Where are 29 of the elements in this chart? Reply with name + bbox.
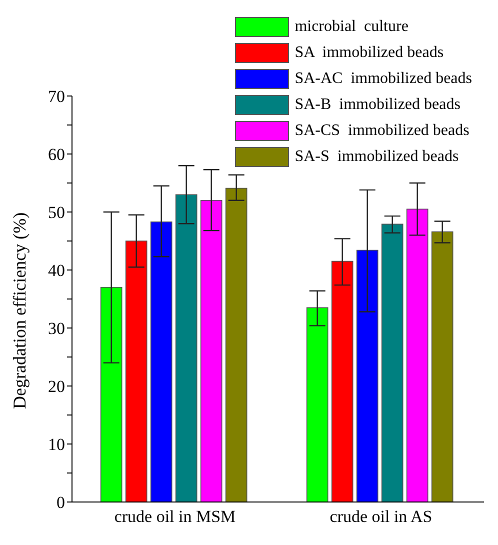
y-tick-label: 20: [48, 377, 65, 396]
bar: [431, 231, 454, 502]
y-tick-label: 60: [48, 145, 65, 164]
y-tick-label: 40: [48, 261, 65, 280]
bar: [175, 194, 198, 502]
legend-label: microbial culture: [294, 18, 408, 36]
bar: [100, 287, 122, 502]
y-tick-label: 0: [56, 493, 65, 512]
bar: [381, 224, 404, 502]
y-tick-label: 30: [48, 319, 65, 338]
legend-label: SA-AC immobilized beads: [294, 70, 472, 88]
bar: [200, 200, 222, 502]
y-tick-label: 70: [48, 87, 65, 106]
y-tick-label: 10: [48, 435, 65, 454]
x-tick-label: crude oil in MSM: [114, 507, 236, 526]
bar: [150, 221, 172, 502]
bar: [406, 208, 428, 502]
bar: [225, 188, 248, 502]
bar: [125, 240, 148, 502]
bar: [306, 307, 328, 502]
x-tick-label: crude oil in AS: [330, 507, 432, 526]
legend-label: SA-B immobilized beads: [294, 96, 460, 114]
legend-label: SA immobilized beads: [294, 44, 444, 62]
bar: [331, 260, 354, 502]
bar: [356, 250, 378, 502]
y-tick-label: 50: [48, 203, 65, 222]
y-axis-title: Degradation efficiency (%): [9, 212, 30, 409]
legend-label: SA-CS immobilized beads: [294, 122, 470, 140]
legend-label: SA-S immobilized beads: [294, 148, 459, 166]
